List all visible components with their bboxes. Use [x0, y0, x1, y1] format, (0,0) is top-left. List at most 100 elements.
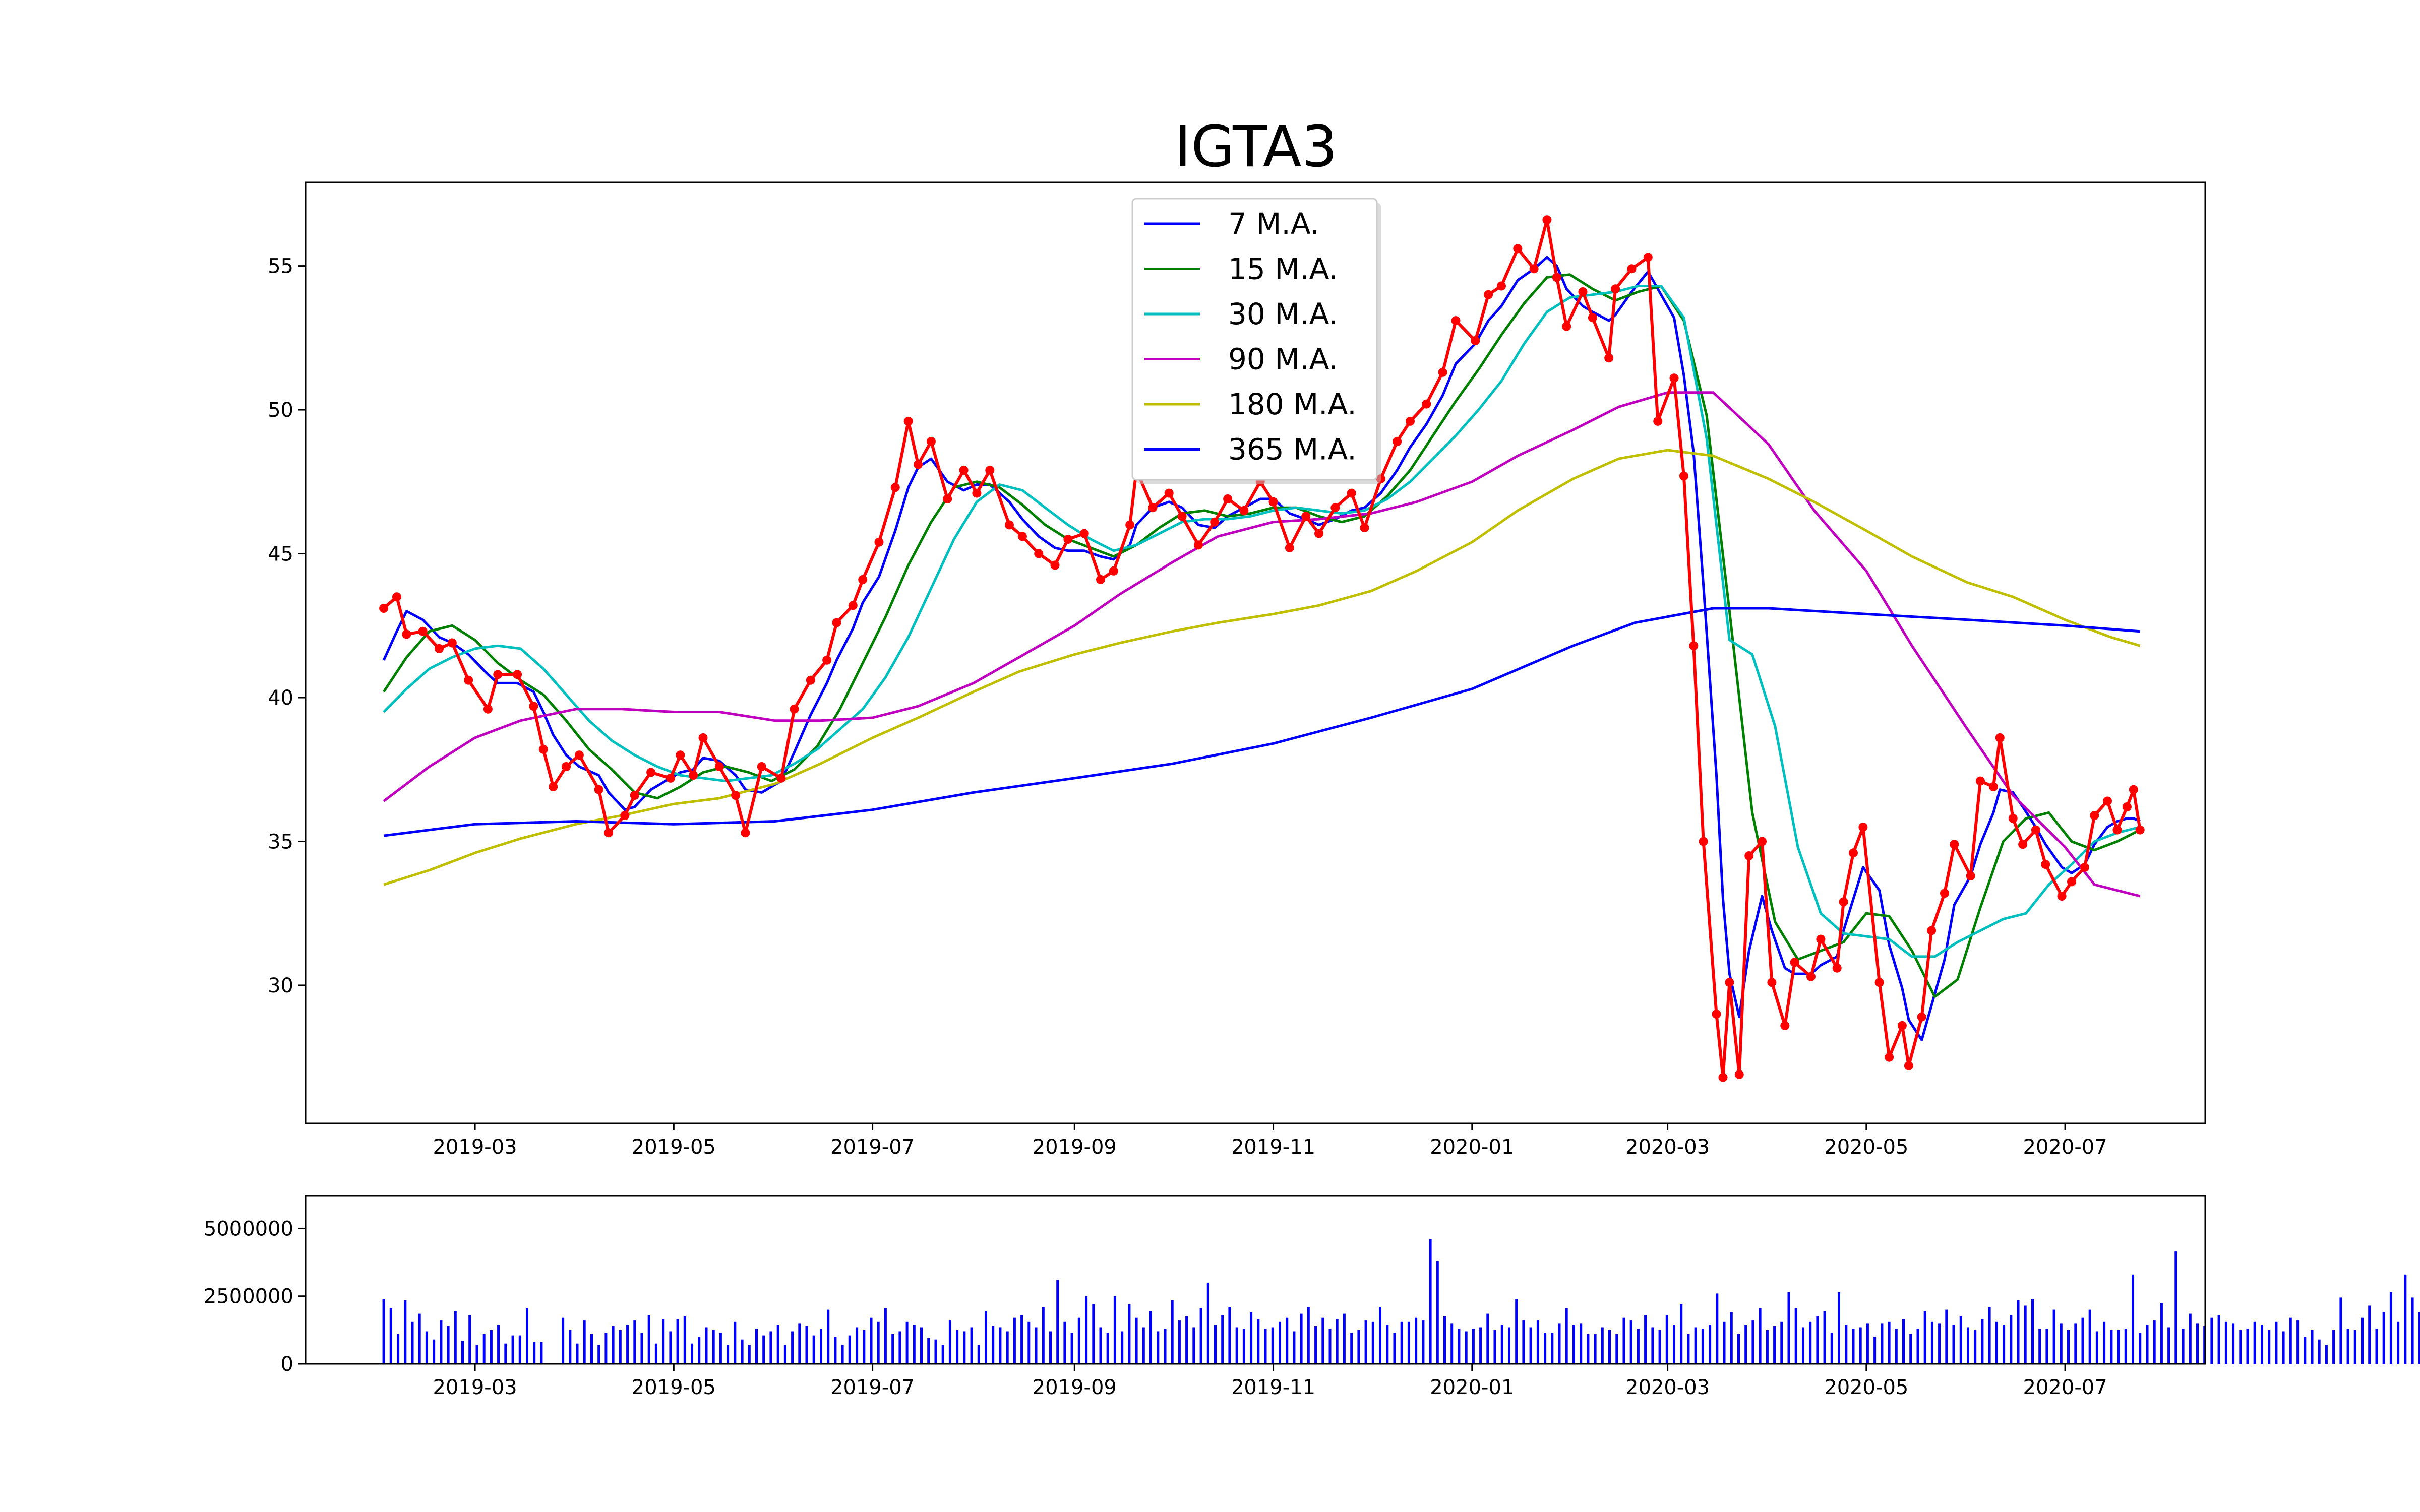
volume-bar — [2045, 1329, 2048, 1364]
volume-bar — [1465, 1331, 1468, 1364]
volume-bar — [2038, 1329, 2041, 1364]
y-tick-label: 2500000 — [204, 1285, 293, 1308]
x-tick-label: 2020-05 — [1824, 1376, 1908, 1399]
volume-bar — [389, 1308, 392, 1364]
volume-bar — [654, 1343, 657, 1364]
volume-bar — [1386, 1325, 1389, 1364]
price-point — [1406, 416, 1415, 426]
volume-bar — [1343, 1313, 1346, 1364]
volume-bar — [2275, 1321, 2278, 1364]
volume-bar — [1321, 1317, 1324, 1364]
volume-bar — [1192, 1327, 1195, 1364]
volume-bar — [1393, 1333, 1396, 1364]
price-point — [1758, 837, 1767, 846]
volume-bar — [734, 1321, 737, 1364]
price-point — [1669, 373, 1679, 383]
price-point — [1034, 549, 1044, 558]
volume-bar — [698, 1337, 701, 1364]
volume-bar — [2304, 1337, 2307, 1364]
price-point — [1718, 1073, 1728, 1082]
volume-bar — [1830, 1333, 1833, 1364]
ma-line-2 — [383, 273, 2141, 998]
volume-bar — [2167, 1327, 2170, 1364]
price-point — [741, 828, 750, 838]
price-point — [447, 638, 457, 648]
volume-bar — [1780, 1321, 1783, 1364]
volume-bar — [2253, 1321, 2256, 1364]
price-point — [379, 604, 389, 613]
price-point — [1109, 566, 1118, 576]
volume-bar — [1450, 1323, 1454, 1364]
volume-bar — [662, 1319, 665, 1364]
price-point — [2080, 862, 2089, 872]
price-point — [604, 828, 614, 838]
volume-bar — [1873, 1337, 1877, 1364]
volume-bar — [1730, 1312, 1733, 1364]
price-point — [776, 773, 786, 783]
x-tick-label: 2019-03 — [433, 1376, 517, 1399]
volume-bar — [1601, 1327, 1604, 1364]
volume-bar — [1680, 1304, 1683, 1364]
volume-bar — [526, 1308, 528, 1364]
volume-bar — [1615, 1334, 1618, 1364]
price-point — [890, 483, 900, 492]
volume-bar — [1902, 1319, 1905, 1364]
volume-bar — [2296, 1320, 2300, 1364]
price-point — [1552, 273, 1561, 282]
volume-bar — [1751, 1320, 1754, 1364]
price-point — [630, 791, 639, 800]
volume-bar — [1637, 1329, 1640, 1364]
price-point — [858, 575, 868, 584]
volume-bar — [1364, 1320, 1367, 1364]
price-point — [1451, 316, 1461, 326]
volume-bar — [1092, 1304, 1095, 1364]
volume-bar — [2217, 1315, 2220, 1364]
volume-bar — [2017, 1300, 2020, 1364]
price-point — [2090, 811, 2099, 821]
price-point — [1164, 488, 1174, 498]
x-tick-label: 2019-09 — [1033, 1136, 1117, 1159]
volume-bar — [2024, 1305, 2027, 1364]
volume-bar — [1271, 1327, 1274, 1364]
price-point — [538, 744, 548, 754]
volume-bar — [562, 1317, 565, 1364]
volume-bar — [1206, 1282, 1209, 1364]
volume-bar — [2139, 1333, 2142, 1364]
volume-bar — [805, 1326, 808, 1364]
price-point — [1699, 837, 1708, 846]
volume-bar — [1888, 1321, 1891, 1364]
x-tick-label: 2019-09 — [1033, 1376, 1117, 1399]
volume-bar — [1479, 1327, 1482, 1364]
volume-bar — [2124, 1329, 2127, 1364]
volume-bar — [1816, 1316, 1819, 1364]
volume-bar — [676, 1319, 679, 1364]
volume-bar — [540, 1342, 543, 1364]
price-point — [1542, 215, 1552, 225]
volume-bar — [1766, 1330, 1769, 1364]
volume-bar — [612, 1326, 615, 1364]
volume-bar — [2282, 1331, 2285, 1364]
volume-bar — [1522, 1320, 1525, 1364]
volume-bar — [1379, 1307, 1381, 1364]
x-tick-label: 2020-01 — [1430, 1376, 1514, 1399]
volume-bar — [1988, 1307, 1991, 1364]
price-point — [1148, 503, 1158, 513]
volume-bar — [569, 1330, 572, 1364]
volume-bar — [2117, 1330, 2120, 1364]
price-line — [383, 218, 2142, 1079]
volume-bar — [2010, 1315, 2013, 1364]
y-tick-label: 0 — [281, 1353, 293, 1376]
volume-bar — [1286, 1317, 1289, 1364]
volume-bar — [762, 1335, 765, 1364]
price-point — [1790, 958, 1799, 967]
price-point — [790, 704, 799, 714]
volume-bar — [1350, 1333, 1353, 1364]
price-point — [513, 670, 522, 679]
price-point — [1239, 506, 1249, 515]
volume-bar — [1866, 1323, 1869, 1364]
legend-entry: 365 M.A. — [1228, 432, 1357, 467]
price-point — [1588, 313, 1597, 323]
volume-bar — [475, 1345, 478, 1364]
volume-bar — [1845, 1325, 1848, 1364]
volume-bar — [712, 1330, 715, 1364]
